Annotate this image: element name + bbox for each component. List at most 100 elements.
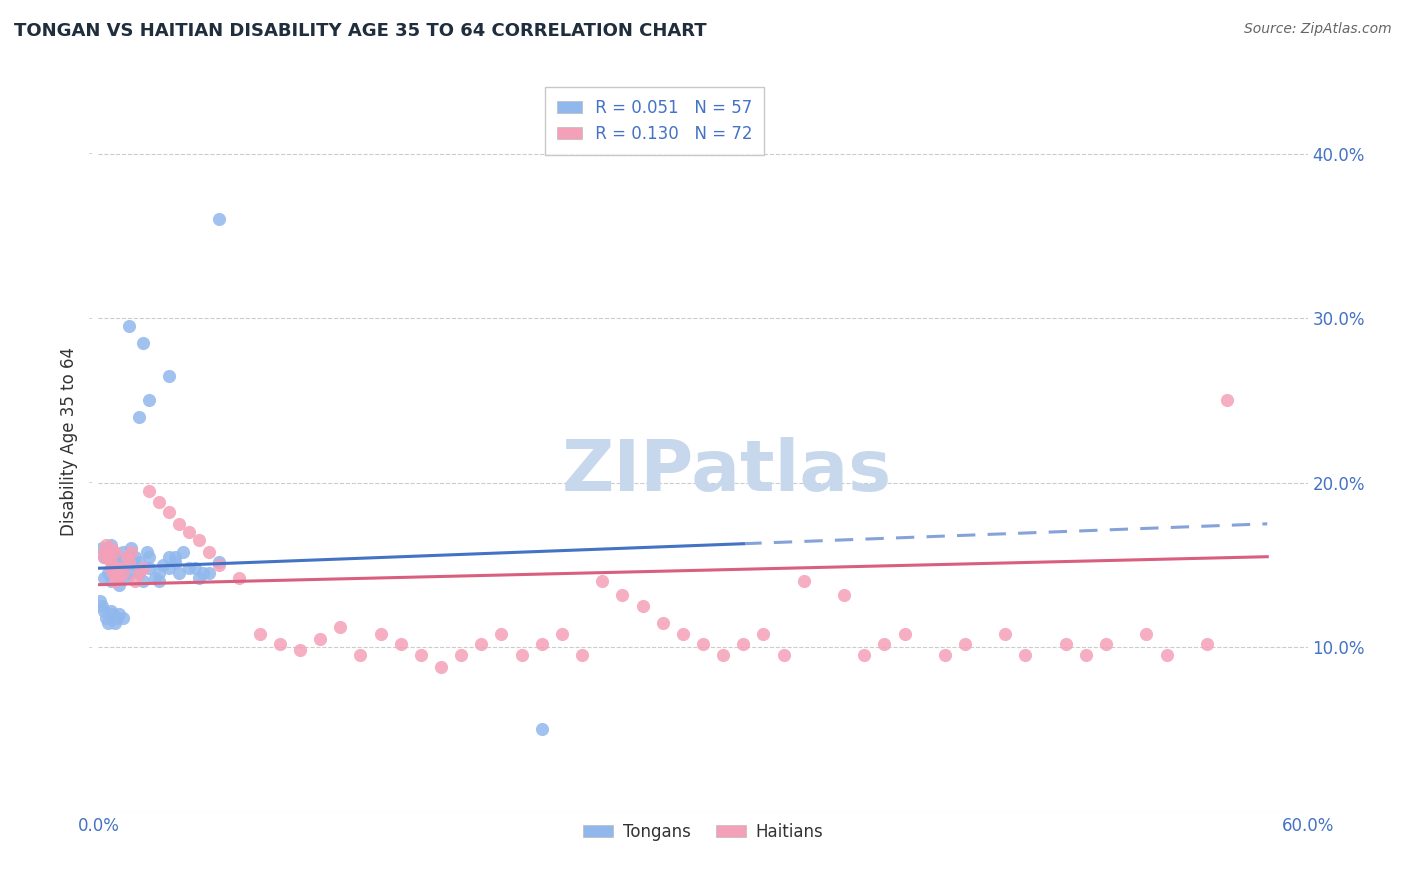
Point [105, 561, 128, 575]
Point [138, 561, 160, 575]
Point [430, 660, 453, 674]
Point [97, 615, 120, 630]
Point [93, 571, 115, 585]
Point [118, 566, 141, 581]
Point [97, 545, 120, 559]
Point [138, 483, 160, 498]
Point [138, 393, 160, 408]
Point [198, 545, 221, 559]
Point [152, 558, 174, 572]
Point [132, 561, 155, 575]
Point [103, 558, 125, 572]
Point [103, 555, 125, 569]
Point [96, 538, 118, 552]
Point [711, 648, 734, 663]
Point [172, 545, 194, 559]
Point [184, 561, 207, 575]
Point [249, 627, 271, 641]
Point [118, 555, 141, 569]
Point [167, 516, 190, 531]
Point [450, 648, 472, 663]
Point [105, 610, 128, 624]
Point [107, 577, 129, 591]
Point [103, 545, 125, 559]
Point [100, 604, 122, 618]
Point [107, 566, 129, 581]
Point [157, 368, 180, 383]
Point [309, 632, 332, 646]
Point [157, 561, 180, 575]
Point [733, 637, 755, 651]
Point [208, 555, 231, 569]
Point [692, 637, 714, 651]
Point [179, 561, 201, 575]
Point [124, 574, 146, 589]
Point [370, 627, 392, 641]
Point [631, 599, 654, 613]
Point [128, 566, 150, 581]
Point [103, 549, 125, 564]
Point [934, 648, 956, 663]
Text: Source: ZipAtlas.com: Source: ZipAtlas.com [1244, 22, 1392, 37]
Point [853, 648, 876, 663]
Point [672, 627, 695, 641]
Point [89, 594, 111, 608]
Point [93, 545, 115, 559]
Point [93, 549, 115, 564]
Y-axis label: Disability Age 35 to 64: Disability Age 35 to 64 [60, 347, 79, 536]
Point [143, 571, 166, 585]
Point [1054, 637, 1077, 651]
Point [97, 566, 120, 581]
Point [551, 627, 574, 641]
Point [128, 566, 150, 581]
Point [115, 549, 138, 564]
Text: TONGAN VS HAITIAN DISABILITY AGE 35 TO 64 CORRELATION CHART: TONGAN VS HAITIAN DISABILITY AGE 35 TO 6… [14, 22, 707, 40]
Point [111, 561, 134, 575]
Point [100, 541, 122, 556]
Point [124, 558, 146, 572]
Point [208, 558, 231, 572]
Point [132, 335, 155, 350]
Point [612, 588, 634, 602]
Point [167, 566, 190, 581]
Point [1135, 627, 1157, 641]
Point [1195, 637, 1218, 651]
Point [1216, 393, 1239, 408]
Point [100, 555, 122, 569]
Point [101, 561, 124, 575]
Point [138, 549, 160, 564]
Point [120, 545, 142, 559]
Point [752, 627, 775, 641]
Point [118, 549, 141, 564]
Point [288, 643, 311, 657]
Point [873, 637, 896, 651]
Point [193, 566, 215, 581]
Point [530, 723, 553, 737]
Point [107, 607, 129, 622]
Point [893, 627, 915, 641]
Point [111, 566, 134, 581]
Point [132, 574, 155, 589]
Point [651, 615, 673, 630]
Point [208, 212, 231, 227]
Point [329, 620, 352, 634]
Point [157, 505, 180, 519]
Point [832, 588, 855, 602]
Point [107, 571, 129, 585]
Point [389, 637, 412, 651]
Point [530, 637, 553, 651]
Point [571, 648, 593, 663]
Point [93, 549, 115, 564]
Point [510, 648, 533, 663]
Point [1156, 648, 1178, 663]
Point [100, 561, 122, 575]
Point [491, 627, 513, 641]
Point [103, 615, 125, 630]
Point [124, 549, 146, 564]
Point [93, 604, 115, 618]
Point [198, 566, 221, 581]
Point [179, 524, 201, 539]
Point [470, 637, 492, 651]
Point [96, 549, 118, 564]
Point [111, 610, 134, 624]
